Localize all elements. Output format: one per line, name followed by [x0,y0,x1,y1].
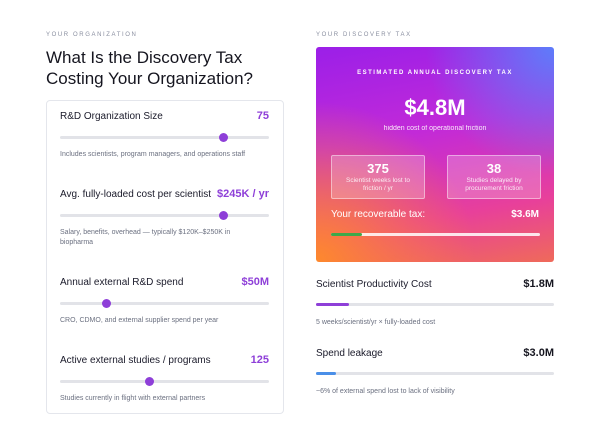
slider-track [60,136,269,139]
input-label: Annual external R&D spend [60,277,184,288]
stat-label: Studies delayed by procurement friction [465,177,523,192]
recoverable-value: $3.6M [511,209,539,220]
caption: hidden cost of operational friction [383,125,487,132]
stat-value: 38 [486,161,502,176]
input-card [46,100,284,414]
input-help: CRO, CDMO, and external supplier spend p… [60,317,219,324]
stat-value: 375 [367,161,389,176]
input-help: Includes scientists, program managers, a… [60,151,246,158]
breakdown-fill [316,372,336,375]
input-label: Active external studies / programs [60,355,211,366]
title: What Is the Discovery Tax Costing Your O… [46,48,253,88]
input-value: $50M [241,276,269,288]
recoverable-track [331,233,540,236]
input-value: 75 [256,110,269,122]
tax-card: ESTIMATED ANNUAL DISCOVERY TAX $4.8M hid… [316,47,554,262]
breakdown-track [316,372,554,375]
breakdown-fill [316,303,349,306]
input-value: $245K / yr [217,188,269,200]
input-label: Avg. fully-loaded cost per scientist [60,189,212,200]
heading: ESTIMATED ANNUAL DISCOVERY TAX [357,70,513,76]
input-value: 125 [250,354,269,366]
slider-thumb [102,299,111,308]
slider-thumb [219,133,228,142]
slider-thumb [145,377,154,386]
slider-track [60,302,269,305]
recoverable-fill [331,233,362,236]
input-help: Studies currently in flight with externa… [60,395,206,402]
breakdown-label: Scientist Productivity Cost [316,279,432,290]
breakdown-value: $3.0M [523,347,554,359]
slider-thumb [219,211,228,220]
input-label: R&D Organization Size [60,111,163,122]
breakdown-help: 5 weeks/scientist/yr × fully-loaded cost [316,319,436,326]
eyebrow: YOUR ORGANIZATION [46,32,138,38]
slider-track [60,214,269,217]
eyebrow: YOUR DISCOVERY TAX [316,32,412,38]
stat-box: 38 Studies delayed by procurement fricti… [447,155,541,199]
breakdown-value: $1.8M [523,278,554,290]
breakdown-track [316,303,554,306]
breakdown-label: Spend leakage [316,348,383,359]
stat-box: 375 Scientist weeks lost to friction / y… [331,155,425,199]
input-help: Salary, benefits, overhead — typically $… [60,229,231,246]
breakdown-help: ~6% of external spend lost to lack of vi… [316,388,455,395]
recoverable-label: Your recoverable tax: [331,209,426,220]
total: $4.8M [404,95,466,120]
stat-label: Scientist weeks lost to friction / yr [346,177,410,192]
slider-track [60,380,269,383]
